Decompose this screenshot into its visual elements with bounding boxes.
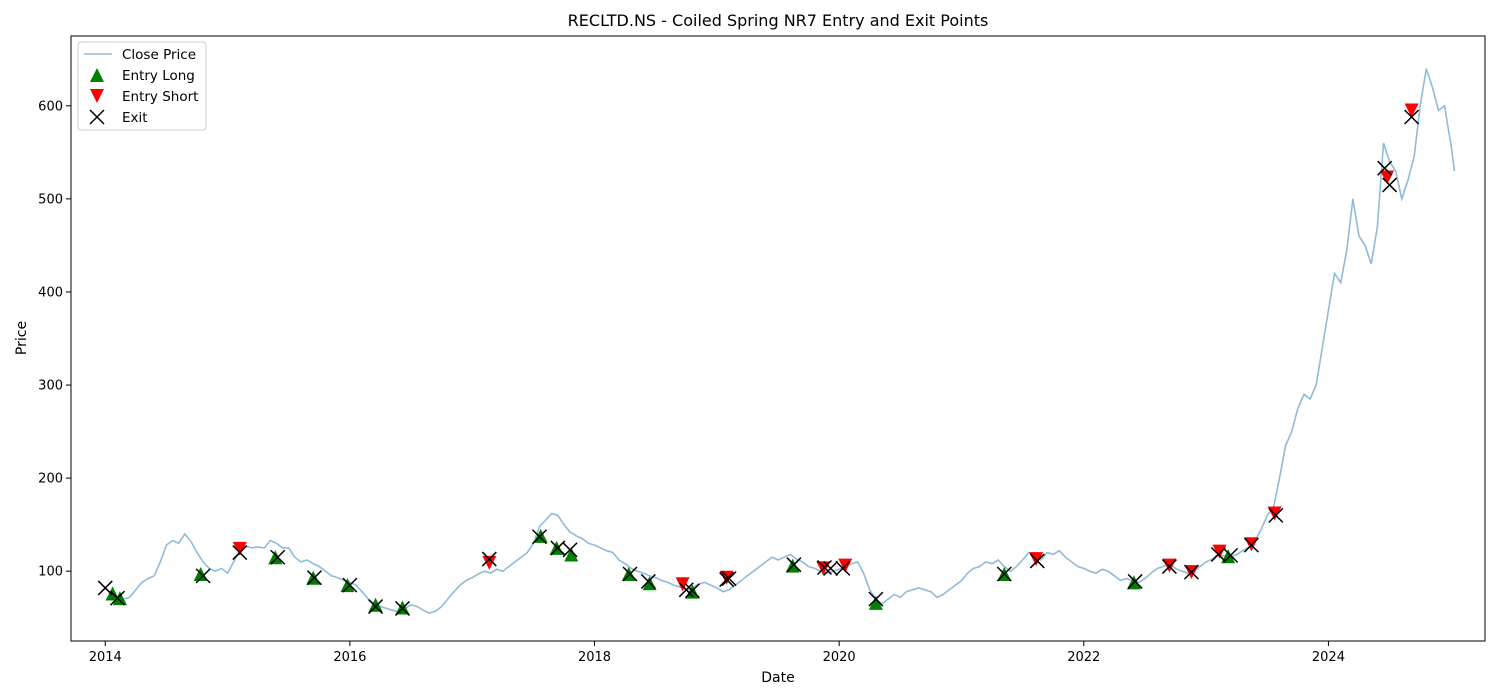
exit-marker <box>816 559 833 575</box>
exit-marker <box>1029 553 1045 569</box>
x-tick-label: 2020 <box>823 650 856 665</box>
exit-marker <box>868 591 884 607</box>
x-axis-title: Date <box>761 670 794 686</box>
entry-short-marker <box>1404 103 1419 118</box>
legend: Close Price Entry Long Entry Short Exit <box>77 41 207 131</box>
legend-exit-marker <box>89 109 105 125</box>
legend-exit-label: Exit <box>122 110 148 126</box>
exit-marker <box>109 590 126 606</box>
exit-marker <box>678 582 694 598</box>
y-tick-label: 200 <box>38 472 63 487</box>
exit-marker <box>1243 537 1259 553</box>
exit-marker <box>1382 177 1398 193</box>
y-tick-label: 400 <box>38 285 63 300</box>
x-tick-label: 2022 <box>1067 650 1100 665</box>
y-tick-label: 600 <box>38 99 63 114</box>
y-tick-label: 500 <box>38 192 63 207</box>
exit-marker <box>306 570 322 586</box>
legend-entry-long-label: Entry Long <box>122 68 195 84</box>
exit-marker <box>232 545 248 561</box>
legend-entry-long-marker <box>90 68 104 82</box>
entry-long-marker <box>621 566 636 581</box>
exit-marker <box>550 540 566 556</box>
legend-entry-short-marker <box>90 89 104 103</box>
entry-long-marker <box>306 570 321 585</box>
exit-marker <box>684 583 700 599</box>
y-axis-title: Price <box>14 321 30 355</box>
exit-marker <box>835 560 851 576</box>
exit-marker <box>195 568 211 584</box>
exit-marker <box>1377 160 1393 176</box>
exit-marker <box>640 573 656 589</box>
exit-marker <box>394 600 411 616</box>
y-tick-label: 300 <box>38 379 63 394</box>
entry-short-marker <box>482 555 497 570</box>
plot-area <box>97 68 1456 616</box>
x-tick-label: 2018 <box>578 650 611 665</box>
x-tick-label: 2014 <box>89 650 122 665</box>
entry-short-marker <box>719 570 734 585</box>
exit-marker <box>562 542 578 558</box>
chart-title: RECLTD.NS - Coiled Spring NR7 Entry and … <box>568 11 989 30</box>
exit-marker <box>1183 564 1199 580</box>
exit-marker <box>996 566 1012 582</box>
entry-short-marker <box>675 577 690 592</box>
y-tick-label: 100 <box>38 565 63 580</box>
exit-marker <box>1268 507 1284 523</box>
exit-marker <box>1210 546 1226 562</box>
exit-marker <box>531 529 548 545</box>
entry-long-marker <box>564 547 579 562</box>
exit-marker <box>270 549 286 565</box>
entry-long-marker <box>549 540 564 555</box>
exit-marker <box>481 551 497 567</box>
entry-long-marker <box>268 550 283 565</box>
entry-long-marker <box>868 595 883 610</box>
entry-short-marker <box>232 541 247 556</box>
exit-marker <box>719 572 735 588</box>
legend-entry-short-label: Entry Short <box>122 89 198 105</box>
exit-marker <box>823 560 839 576</box>
legend-box <box>77 41 207 131</box>
exit-marker <box>342 577 358 593</box>
exit-marker <box>721 571 737 587</box>
entry-long-marker <box>112 591 127 606</box>
entry-long-marker <box>340 578 355 593</box>
exit-marker <box>1161 559 1177 575</box>
exit-marker <box>786 557 802 573</box>
entry-long-marker <box>368 597 383 612</box>
entry-short-marker <box>1212 544 1227 559</box>
close-price-line <box>104 68 1456 614</box>
exit-marker <box>1127 573 1143 589</box>
legend-close-price-label: Close Price <box>122 47 196 63</box>
exit-marker <box>1404 109 1420 125</box>
x-tick-label: 2016 <box>333 650 366 665</box>
exit-marker <box>622 566 638 582</box>
axes: 2014 2016 2018 2020 2022 2024 100 200 300 400 500 6… <box>38 99 1345 665</box>
exit-marker <box>1223 547 1239 563</box>
exit-marker <box>97 580 113 596</box>
plot-frame <box>70 35 1486 642</box>
exit-marker <box>368 599 384 615</box>
x-tick-label: 2024 <box>1312 650 1345 665</box>
